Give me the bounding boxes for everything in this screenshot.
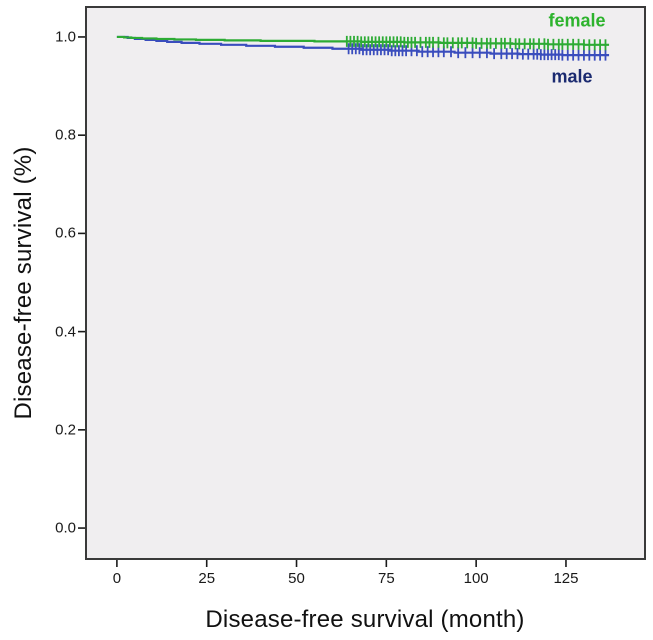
x-tick-label: 0: [112, 570, 122, 587]
female-curve: [116, 35, 610, 46]
x-tick-label: 25: [198, 570, 216, 587]
series-label-male: male: [551, 66, 593, 87]
y-axis-title: Disease-free survival (%): [10, 146, 37, 420]
y-tick-label: 1.0: [55, 28, 76, 46]
x-tick-label: 125: [553, 570, 579, 587]
x-tick-label: 50: [288, 570, 305, 587]
x-axis-title: Disease-free survival (month): [205, 606, 525, 633]
series-label-female: female: [548, 10, 606, 31]
y-tick-label: 0.6: [55, 224, 76, 242]
plot-area: [85, 6, 646, 560]
y-tick-label: 0.4: [55, 323, 76, 341]
x-tick-label: 100: [463, 570, 489, 587]
x-tick-label: 75: [377, 570, 395, 587]
male-curve: [116, 35, 610, 57]
y-tick-label: 0.0: [55, 519, 76, 537]
y-tick-label: 0.2: [55, 421, 76, 439]
y-tick-label: 0.8: [55, 126, 76, 144]
